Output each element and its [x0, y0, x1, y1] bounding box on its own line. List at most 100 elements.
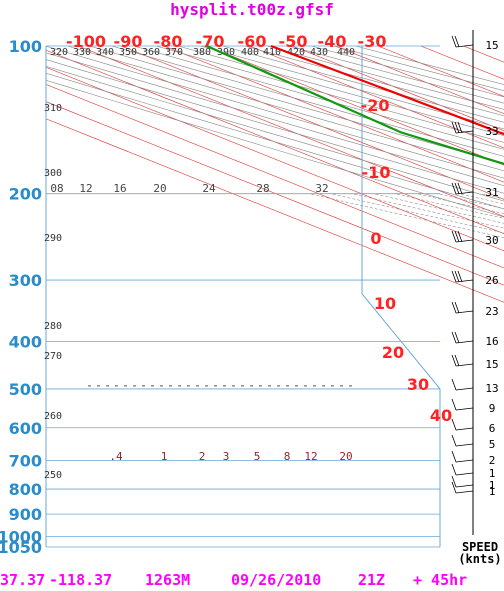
- footer-forecast: + 45hr: [413, 571, 468, 589]
- wind-speed-label: 23: [485, 305, 498, 318]
- mixing-ratio-label: .4: [109, 450, 123, 463]
- mixing-ratio-label: 20: [339, 450, 352, 463]
- footer-elev: 1263M: [145, 571, 191, 589]
- wind-speed-label: 1: [489, 467, 496, 480]
- isotherm-label: 10: [374, 294, 396, 313]
- pressure-label: 800: [9, 480, 42, 499]
- mixing-ratio-label: 16: [113, 182, 126, 195]
- theta-label: 350: [119, 47, 137, 58]
- theta-label: 410: [263, 47, 281, 58]
- wind-speed-label: 9: [489, 402, 496, 415]
- wind-barb: [451, 354, 474, 367]
- footer-hour: 21Z: [358, 571, 386, 589]
- pressure-label: 200: [9, 185, 42, 204]
- isotherm-label: -50: [279, 32, 308, 51]
- dry-adiabat: [89, 46, 504, 164]
- moist-adiabat: [309, 193, 504, 239]
- pressure-label: 1000: [0, 528, 42, 547]
- wind-barb: [451, 301, 474, 314]
- wind-speed-label: 30: [485, 234, 498, 247]
- dry-adiabat: [46, 72, 504, 210]
- wind-speed-label: 16: [485, 335, 498, 348]
- isotherm-label: -90: [114, 32, 143, 51]
- theta-label: 430: [310, 47, 328, 58]
- isotherm-line: [292, 46, 504, 132]
- wind-barb: [451, 475, 474, 488]
- footer-lat: 37.37: [0, 571, 46, 589]
- isotherm-line: [377, 46, 504, 97]
- speed-legend: SPEED (knts): [456, 541, 504, 565]
- isotherm-line: [163, 46, 504, 183]
- footer-date: 09/26/2010: [231, 571, 322, 589]
- isotherm-label: -20: [361, 96, 390, 115]
- speed-unit: (knts): [458, 552, 502, 566]
- wind-barb: [451, 378, 474, 391]
- dry-adiabat: [46, 66, 504, 202]
- isotherm-label: -10: [362, 163, 391, 182]
- wind-barb: [451, 418, 474, 431]
- theta-label: 440: [337, 47, 355, 58]
- mixing-ratio-label: 5: [254, 450, 261, 463]
- dry-adiabat: [111, 46, 504, 157]
- wind-barb: [451, 481, 474, 494]
- chart-title: hysplit.t00z.gfsf: [170, 0, 334, 19]
- isotherm-label: 30: [407, 375, 429, 394]
- isotherm-line: [121, 46, 504, 200]
- dry-adiabat: [333, 46, 504, 92]
- wind-barb: [451, 434, 474, 447]
- profile-layer: [206, 44, 504, 166]
- theta-label: 420: [287, 47, 305, 58]
- wind-barb: [451, 121, 474, 134]
- mixing-ratio-label: 28: [256, 182, 269, 195]
- theta-label: 280: [44, 321, 62, 332]
- theta-label: 250: [44, 470, 62, 481]
- pressure-label: 100: [9, 37, 42, 56]
- isotherm-label: -100: [66, 32, 106, 51]
- theta-label: 300: [44, 168, 62, 179]
- isotherm-label: -70: [196, 32, 225, 51]
- dewpoint-profile: [206, 44, 504, 166]
- pressure-label: 400: [9, 332, 42, 351]
- mixing-ratio-label: 8: [284, 450, 291, 463]
- grid-layer: [45, 45, 504, 548]
- mixing-ratio-label: 1: [161, 450, 168, 463]
- theta-label: 260: [44, 411, 62, 422]
- wind-speed-label: 26: [485, 274, 498, 287]
- mixing-ratio-label: 32: [315, 182, 328, 195]
- isotherm-label: 0: [370, 229, 381, 248]
- wind-speed-label: 6: [489, 422, 496, 435]
- pressure-label: 300: [9, 271, 42, 290]
- theta-label: 320: [50, 47, 68, 58]
- isotherm-line: [78, 46, 504, 217]
- wind-speed-label: 5: [489, 438, 496, 451]
- isotherm-line: [335, 46, 504, 114]
- wind-barb: [451, 463, 474, 476]
- isotherm-label: -60: [238, 32, 267, 51]
- theta-label: 330: [73, 47, 91, 58]
- wind-speed-label: 1: [489, 485, 496, 498]
- theta-label: 270: [44, 351, 62, 362]
- isotherm-line: [46, 118, 504, 303]
- wind-speed-label: 2: [489, 454, 496, 467]
- mixing-ratio-label: 3: [223, 450, 230, 463]
- pressure-label: 700: [9, 452, 42, 471]
- wind-barb: [451, 398, 474, 411]
- theta-label: 360: [142, 47, 160, 58]
- wind-barb: [451, 450, 474, 463]
- theta-label: 380: [193, 47, 211, 58]
- pressure-label: 600: [9, 419, 42, 438]
- isotherm-line: [46, 66, 504, 252]
- dry-adiabat: [155, 46, 504, 143]
- isotherm-line: [46, 84, 504, 269]
- dry-adiabat: [133, 46, 504, 150]
- wind-speed-label: 15: [485, 358, 498, 371]
- wind-speed-label: 31: [485, 186, 498, 199]
- pressure-label: 900: [9, 505, 42, 524]
- isotherm-label: -40: [318, 32, 347, 51]
- mixing-ratio-label: 08: [50, 182, 63, 195]
- mixing-ratio-label: 2: [199, 450, 206, 463]
- dry-adiabat: [46, 46, 504, 179]
- isotherm-line: [46, 49, 504, 235]
